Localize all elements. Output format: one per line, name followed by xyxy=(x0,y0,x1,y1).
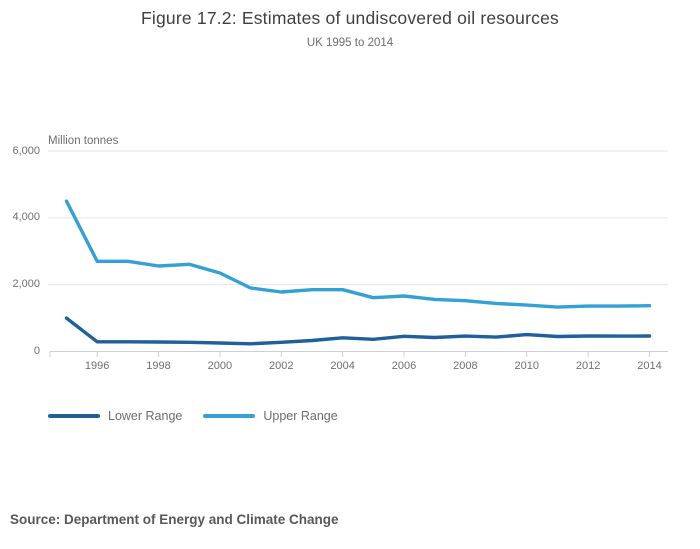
lower-range-line xyxy=(64,316,652,346)
chart-subtitle: UK 1995 to 2014 xyxy=(306,37,394,49)
x-tick-label: 1996 xyxy=(84,360,110,372)
x-tick-label: 2008 xyxy=(453,360,478,372)
upper-range-line-swatch xyxy=(203,414,256,418)
legend-item-upper-range[interactable]: Upper Range xyxy=(203,409,338,423)
x-tick-label: 2004 xyxy=(330,360,355,372)
y-tick-label: 4,000 xyxy=(12,211,40,224)
upper-range-line xyxy=(64,199,652,309)
x-tick-label: 1998 xyxy=(146,360,171,372)
x-tick-label: 2002 xyxy=(269,360,294,372)
y-tick-label: 6,000 xyxy=(12,144,40,157)
x-tick-label: 2010 xyxy=(514,360,539,372)
legend: Lower Range Upper Range xyxy=(48,409,338,423)
legend-item-lower-range[interactable]: Lower Range xyxy=(48,409,182,423)
x-tick-label: 2014 xyxy=(637,360,662,372)
y-axis-title: Million tonnes xyxy=(48,135,119,147)
x-tick-label: 2000 xyxy=(207,360,233,372)
chart-title: Figure 17.2: Estimates of undiscovered o… xyxy=(141,8,559,28)
legend-label-lower-range: Lower Range xyxy=(108,409,183,423)
x-tick-label: 2012 xyxy=(575,360,601,372)
x-tick-label: 2006 xyxy=(391,360,417,372)
lower-range-line-swatch xyxy=(48,414,100,418)
legend-label-upper-range: Upper Range xyxy=(263,409,338,423)
source-note: Source: Department of Energy and Climate… xyxy=(10,512,339,527)
y-tick-label: 2,000 xyxy=(12,278,40,291)
y-tick-label: 0 xyxy=(33,345,40,357)
